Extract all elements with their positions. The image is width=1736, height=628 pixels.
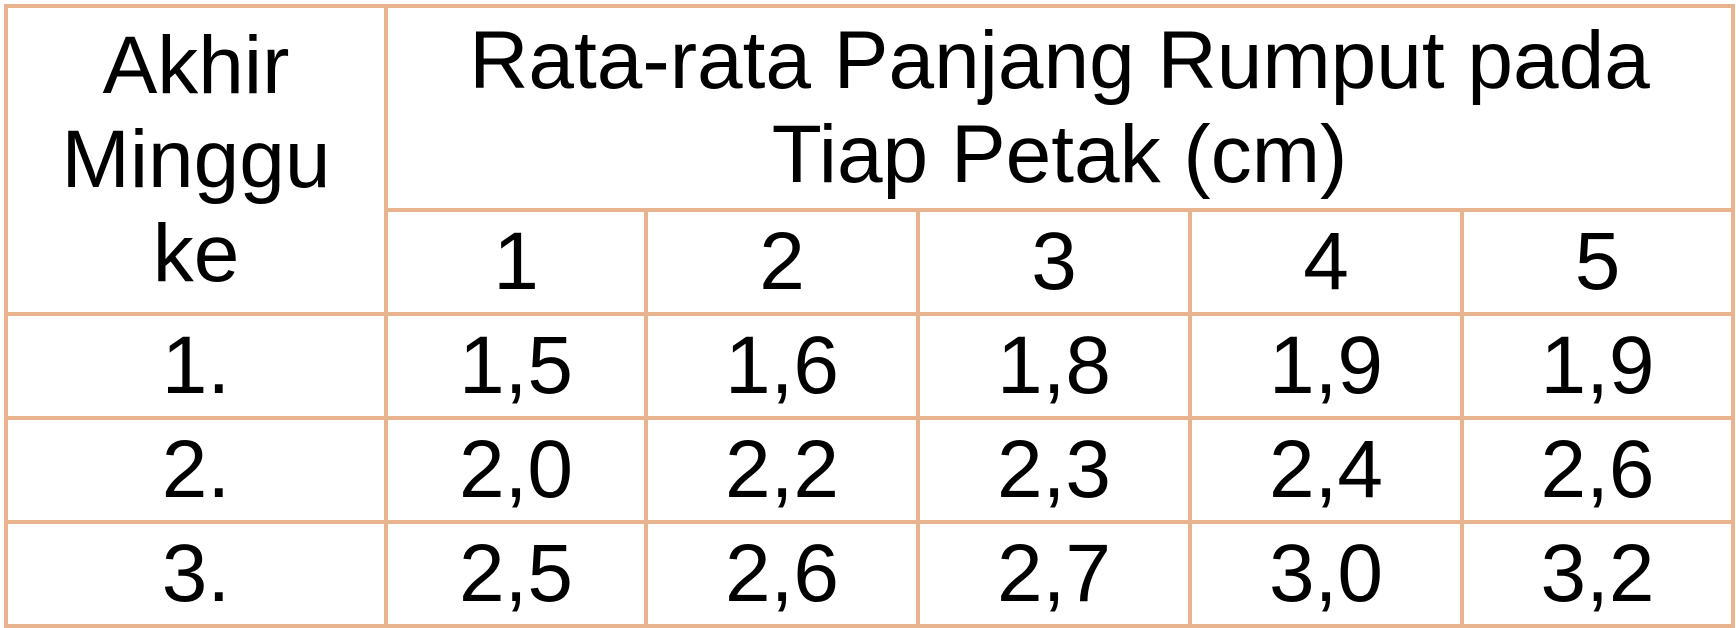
table-row: 2. 2,0 2,2 2,3 2,4 2,6	[4, 416, 1736, 524]
table-cell: 2,3	[916, 416, 1192, 524]
plot-header-3: 3	[916, 208, 1192, 316]
table-cell: 2,6	[1459, 416, 1736, 524]
week-column-header-text: Akhir Minggu ke	[61, 20, 331, 299]
average-length-header-line2: Tiap Petak (cm)	[771, 109, 1348, 200]
table-cell: 3,2	[1459, 520, 1736, 628]
table-cell: 1,6	[644, 312, 920, 420]
table-row: 3. 2,5 2,6 2,7 3,0 3,2	[4, 520, 1736, 628]
table-cell: 1,8	[916, 312, 1192, 420]
week-label: 2.	[4, 416, 388, 524]
grass-length-table: Akhir Minggu ke Rata-rata Panjang Rumput…	[4, 4, 1736, 628]
table-cell: 2,6	[644, 520, 920, 628]
plot-header-5: 5	[1459, 208, 1736, 316]
plot-header-2: 2	[644, 208, 920, 316]
table-cell: 1,9	[1188, 312, 1464, 420]
header-row-plots: 1 2 3 4 5	[6, 208, 1736, 316]
table-cell: 2,4	[1188, 416, 1464, 524]
average-length-header-line1: Rata-rata Panjang Rumput pada	[469, 15, 1650, 106]
plot-header-4: 4	[1188, 208, 1464, 316]
plot-header-1: 1	[384, 208, 648, 316]
table-cell: 2,0	[384, 416, 648, 524]
table-cell: 1,5	[384, 312, 648, 420]
header-row-main: Akhir Minggu ke Rata-rata Panjang Rumput…	[4, 4, 1736, 316]
table-cell: 2,2	[644, 416, 920, 524]
week-label: 3.	[4, 520, 388, 628]
week-label: 1.	[4, 312, 388, 420]
table-cell: 2,5	[384, 520, 648, 628]
table-cell: 1,9	[1459, 312, 1736, 420]
table-cell: 3,0	[1188, 520, 1464, 628]
week-column-header: Akhir Minggu ke	[4, 4, 388, 316]
average-length-header: Rata-rata Panjang Rumput pada Tiap Petak…	[383, 4, 1736, 212]
table-cell: 2,7	[916, 520, 1192, 628]
table-row: 1. 1,5 1,6 1,8 1,9 1,9	[4, 312, 1736, 420]
